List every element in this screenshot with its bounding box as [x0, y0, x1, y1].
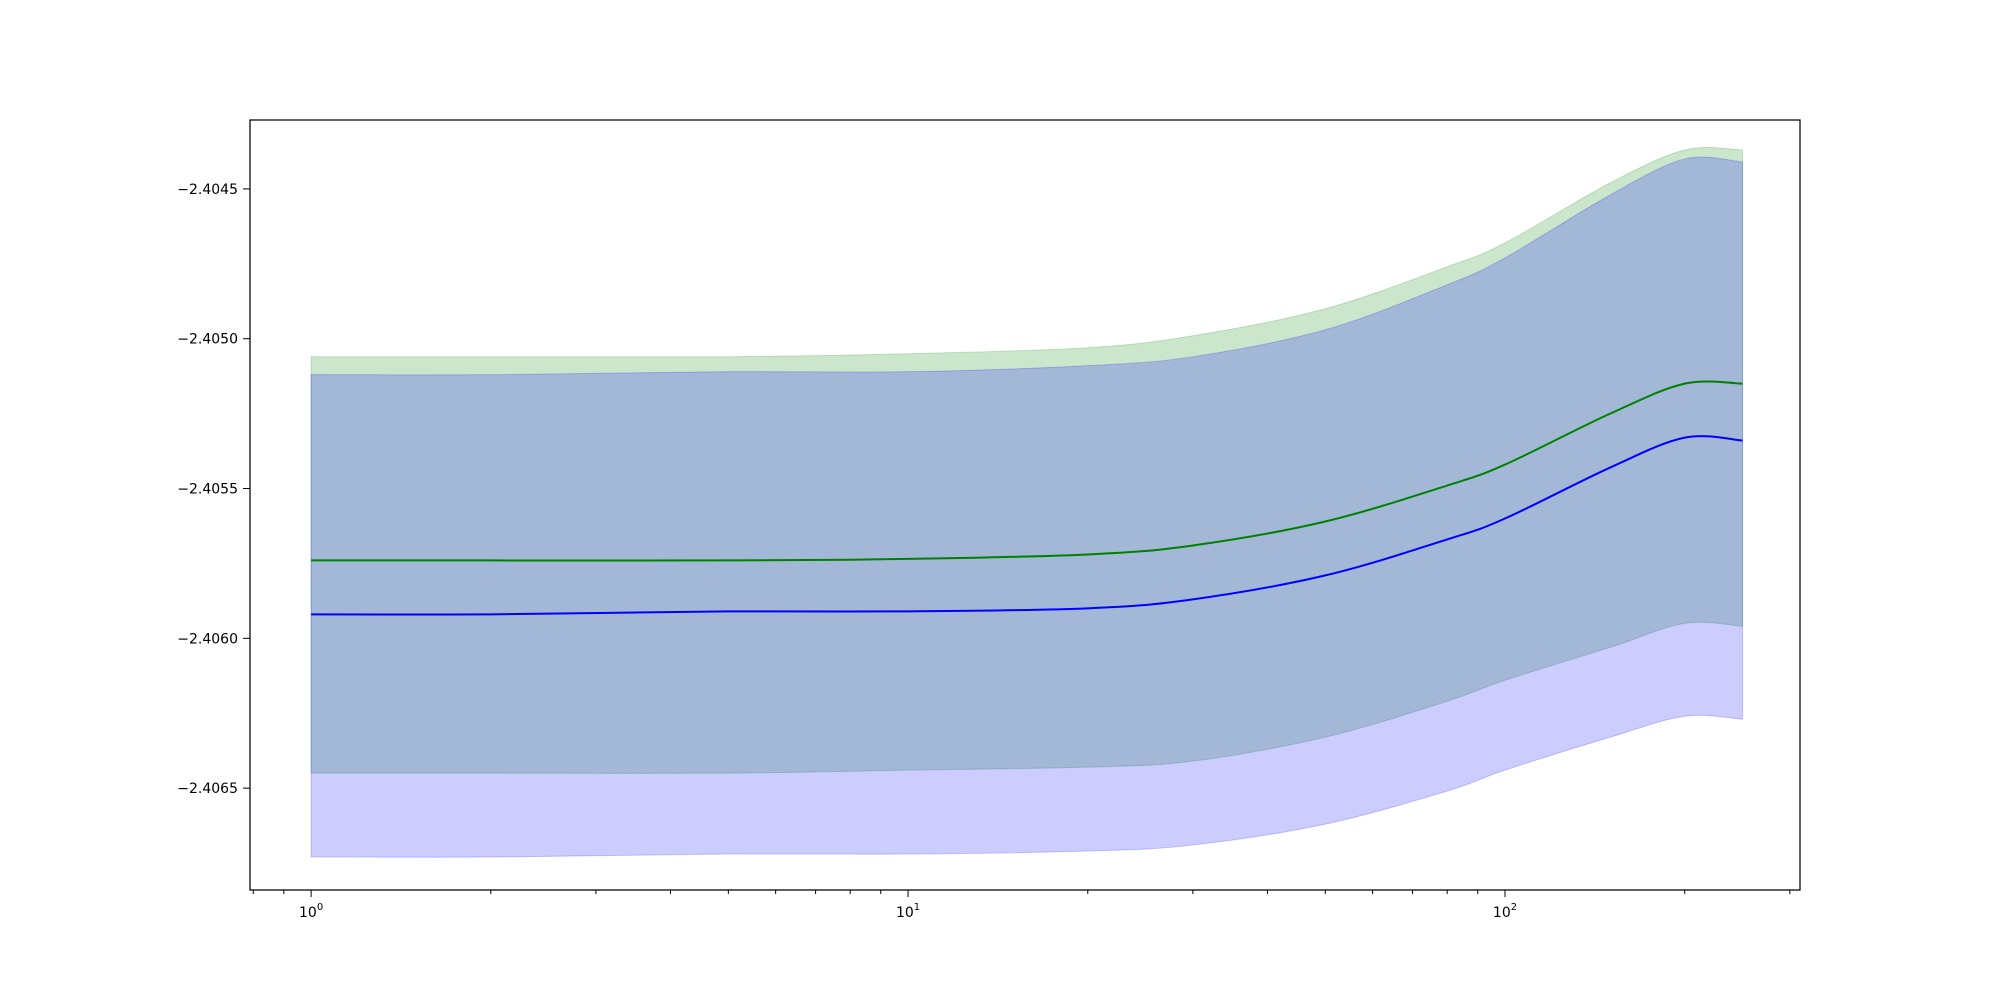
- x-tick-label: 100: [299, 902, 323, 921]
- confidence-band-2: [310, 156, 1744, 858]
- y-tick-label: −2.4055: [177, 482, 238, 498]
- confidence-band-1: [310, 147, 1744, 774]
- x-tick-label: 101: [896, 902, 920, 921]
- y-tick-label: −2.4045: [177, 182, 238, 198]
- y-axis: −2.4045 −2.4050 −2.4055 −2.4060 −2.4065: [177, 182, 250, 797]
- mean-line-1: [311, 380, 1743, 562]
- mean-line-2: [311, 435, 1743, 616]
- y-tick-label: −2.4050: [177, 332, 238, 348]
- y-tick-label: −2.4065: [177, 781, 238, 797]
- x-axis: 100 101 102: [252, 890, 1791, 921]
- plot-area: [310, 147, 1744, 858]
- axes-frame: [249, 119, 1801, 891]
- x-tick-label: 102: [1493, 902, 1517, 921]
- y-tick-label: −2.4060: [177, 631, 238, 647]
